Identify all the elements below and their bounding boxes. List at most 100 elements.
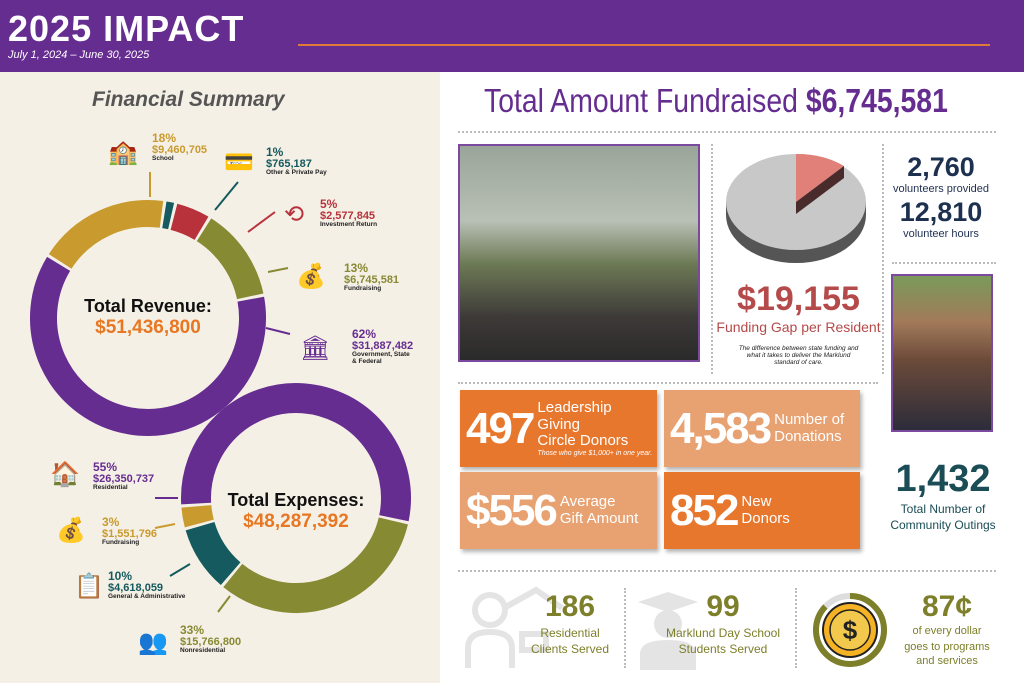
leader-line (217, 595, 231, 613)
funding-gap-amount: $19,155 (737, 280, 860, 318)
divider (624, 588, 626, 668)
residential-clients-count: 186 (544, 590, 596, 623)
expense-label-nonresidential: 33% $15,766,800 Nonresidential (180, 623, 242, 655)
school-icon: 🏫 (108, 139, 138, 166)
donut-segment-fundraising (181, 504, 214, 528)
revenue-label: Total Revenue: (84, 296, 212, 316)
expenses-donut (181, 383, 411, 613)
tile-label: Number of (774, 411, 845, 428)
credit-card-lock-icon: 💳 (224, 149, 254, 176)
leader-line (169, 563, 191, 577)
divider (458, 131, 996, 133)
tile-number: $556 (466, 485, 558, 535)
funding-gap: $19,155 Funding Gap per Resident The dif… (716, 280, 881, 366)
page-title: 2025 IMPACT (8, 8, 245, 49)
tile-label: Donations (774, 427, 842, 445)
volunteer-hours-label: volunteer hours (903, 228, 979, 240)
revenue-label-investment: 5% $2,577,845 Investment Return (320, 197, 378, 229)
leader-line (265, 327, 291, 335)
divider (458, 382, 878, 384)
volunteers-count: 2,760 (907, 152, 975, 182)
donut-segment-school (48, 200, 164, 270)
revenue-label-school: 18% $9,460,705 School (152, 131, 208, 163)
graduate-icon (638, 592, 698, 670)
tile-label: New (741, 493, 772, 510)
volunteers-stat: 2,760 volunteers provided 12,810 volunte… (886, 152, 996, 240)
date-range: July 1, 2024 – June 30, 2025 (8, 49, 150, 61)
dollar-cycle-icon: ⟲ (284, 201, 305, 228)
fundraised-amount: $6,745,581 (805, 82, 948, 119)
leader-line (154, 523, 176, 529)
volunteers-count-label: volunteers provided (892, 183, 989, 195)
donut-segment-government-state-federal (30, 256, 266, 436)
pie-slice-gap (796, 153, 844, 202)
divider (892, 262, 996, 264)
people-group-icon: 👥 (138, 629, 168, 656)
dollar-programs-label: goes to programs (904, 640, 990, 653)
dollar-programs-label: of every dollar (912, 625, 982, 637)
outings-stat: 1,432 Total Number of Community Outings (884, 458, 1002, 532)
tile-donations: 4,583 Number of Donations (664, 390, 860, 467)
tile-label: Donors (741, 509, 790, 527)
percent-ring (813, 593, 887, 667)
donut-segment-fundraising (196, 218, 264, 300)
expense-label-fundraising: 3% $1,551,796 Fundraising (102, 515, 158, 547)
volunteer-hours: 12,810 (899, 197, 983, 227)
house-icon: 🏠 (50, 461, 80, 488)
day-school-stat: 99 Marklund Day School Students Served (648, 590, 798, 656)
donut-segment-general-administrative (185, 521, 241, 586)
tile-note: Those who give $1,000+ in one year. (537, 449, 653, 457)
header-bar (0, 0, 1024, 72)
donut-segment-nonresidential (223, 517, 408, 613)
government-building-icon: 🏛 (300, 335, 331, 362)
funding-gap-pie (726, 153, 866, 263)
donut-segment-residential (181, 383, 411, 522)
photo-residents-with-dog (458, 144, 700, 362)
donut-charts (30, 172, 411, 613)
revenue-label-other: 1% $765,187 Other & Private Pay (266, 145, 327, 177)
revenue-label-government: 62% $31,887,482 Government, State & Federa… (352, 327, 414, 365)
svg-text:$: $ (843, 615, 858, 645)
revenue-donut (30, 200, 266, 436)
leader-line (214, 181, 239, 211)
residential-clients-stat: 186 Residential Clients Served (520, 590, 620, 656)
day-school-count: 99 (706, 590, 740, 623)
expense-label-admin: 10% $4,618,059 General & Administrative (108, 569, 186, 601)
tile-label: Leadership Giving (537, 399, 612, 433)
expense-label-residential: 55% $26,350,737 Residential (93, 460, 155, 492)
tile-new-donors: 852 New Donors (664, 472, 860, 549)
expenses-center: Total Expenses: $48,287,392 (196, 490, 396, 533)
leader-line (247, 211, 276, 233)
donut-segment-investment-return (170, 203, 209, 241)
tile-label: Gift Amount (559, 509, 639, 527)
donut-segment-other-private-pay (162, 201, 175, 230)
divider (298, 44, 990, 46)
tile-leadership-donors: 497 Leadership Giving Circle Donors Those w… (460, 390, 657, 467)
fundraised-heading: Total Amount Fundraised $6,745,581 (484, 82, 948, 120)
residential-clients-label: Residential (540, 626, 600, 640)
leader-line (267, 267, 289, 273)
expenses-total: $48,287,392 (243, 511, 349, 532)
tile-average-gift: $556 Average Gift Amount (460, 472, 657, 549)
revenue-center: Total Revenue: $51,436,800 (48, 296, 248, 339)
day-school-label: Students Served (678, 642, 768, 656)
tile-label: Average (559, 493, 616, 510)
dollar-programs-stat: 87¢ of every dollar goes to programs and… (892, 590, 1002, 669)
tile-number: 852 (670, 485, 739, 535)
person-house-icon (465, 586, 564, 668)
divider (711, 144, 713, 374)
outings-label: Community Outings (890, 517, 996, 532)
residential-clients-label: Clients Served (530, 642, 610, 656)
day-school-label: Marklund Day School (665, 626, 781, 640)
expenses-label: Total Expenses: (227, 490, 365, 510)
outings-count: 1,432 (895, 458, 991, 500)
divider (882, 144, 884, 374)
divider (458, 570, 996, 572)
dollar-programs-label: and services (916, 655, 978, 668)
funding-gap-note: The difference between state funding and… (738, 345, 859, 366)
revenue-label-fundraising: 13% $6,745,581 Fundraising (344, 261, 400, 293)
divider (795, 588, 797, 668)
revenue-total: $51,436,800 (95, 317, 201, 338)
funding-gap-label: Funding Gap per Resident (716, 319, 881, 335)
money-bag-hand-icon: 💰 (56, 517, 86, 544)
